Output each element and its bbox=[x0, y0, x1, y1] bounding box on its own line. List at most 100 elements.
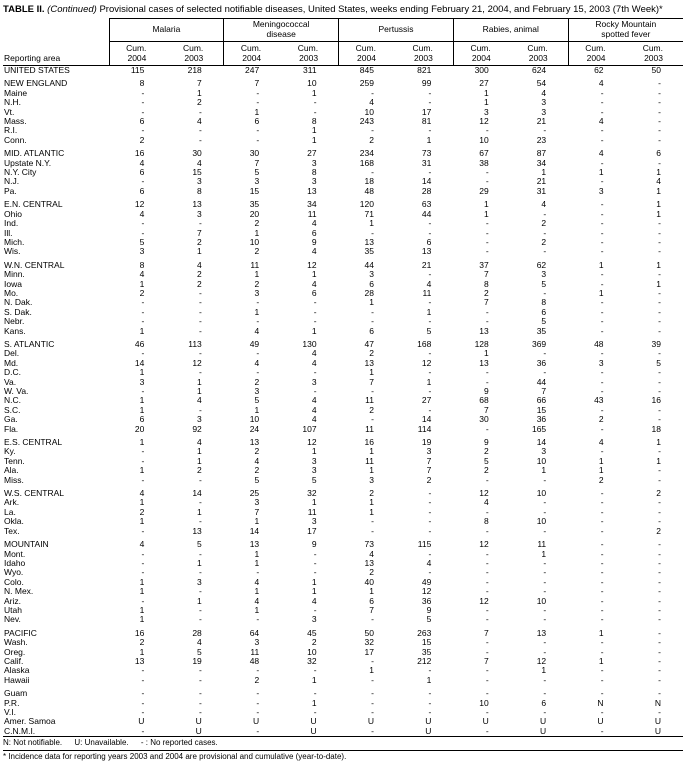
value-cell: 1 bbox=[369, 218, 374, 229]
value-cell: 35 bbox=[364, 246, 374, 257]
value-cell: 12 bbox=[421, 586, 432, 597]
value-cell: 6 bbox=[541, 306, 547, 317]
reporting-area-cell: Wis. bbox=[4, 246, 21, 257]
value-cell: 92 bbox=[192, 423, 202, 434]
table-row: Alaska - - - - 1 - - 1 - - bbox=[3, 665, 683, 676]
value-cell: 9 bbox=[426, 604, 432, 615]
value-cell: - bbox=[658, 236, 661, 247]
value-cell: 2 bbox=[139, 287, 145, 298]
value-cell: 62 bbox=[594, 65, 604, 75]
value-cell: 115 bbox=[130, 65, 145, 75]
value-cell: 3 bbox=[197, 414, 202, 425]
value-cell: - bbox=[371, 655, 374, 666]
value-cell: - bbox=[428, 697, 432, 708]
value-cell: - bbox=[658, 465, 661, 476]
value-cell: - bbox=[600, 707, 604, 717]
value-cell: 4 bbox=[197, 637, 202, 648]
value-cell: - bbox=[141, 106, 145, 117]
value-cell: - bbox=[313, 688, 317, 699]
value-cell: - bbox=[428, 125, 432, 136]
value-cell: 31 bbox=[536, 185, 547, 196]
value-cell: 1 bbox=[139, 586, 145, 597]
value-cell: - bbox=[485, 646, 489, 657]
value-cell: 2 bbox=[656, 525, 661, 536]
reporting-area-cell: La. bbox=[4, 506, 16, 517]
value-cell: - bbox=[658, 414, 661, 425]
value-cell: 1 bbox=[598, 287, 604, 298]
value-cell: 1 bbox=[656, 199, 661, 210]
value-cell: - bbox=[600, 567, 604, 578]
value-cell: 2 bbox=[598, 414, 604, 425]
value-cell: 1 bbox=[484, 97, 489, 108]
value-cell: - bbox=[600, 269, 604, 280]
value-cell: 8 bbox=[139, 78, 145, 89]
value-cell: 13 bbox=[192, 199, 202, 210]
value-cell: 5 bbox=[484, 455, 489, 466]
value-cell: 3 bbox=[311, 516, 317, 527]
value-cell: - bbox=[600, 614, 604, 625]
value-cell: 5 bbox=[197, 646, 202, 657]
value-cell: 1 bbox=[369, 506, 374, 517]
reporting-area-cell: W.S. CENTRAL bbox=[4, 488, 64, 499]
value-cell: 6 bbox=[541, 697, 547, 708]
table-row: W.S. CENTRAL 4 14 25 32 2 - 12 10 - 2 bbox=[3, 488, 683, 499]
value-cell: - bbox=[658, 627, 661, 638]
value-cell: - bbox=[198, 567, 202, 578]
value-cell: 311 bbox=[303, 65, 317, 75]
value-cell: - bbox=[371, 227, 374, 238]
value-cell: 1 bbox=[311, 125, 317, 136]
value-cell: 49 bbox=[249, 338, 260, 349]
table-row: Del. - - - 4 2 - 1 - - - bbox=[3, 348, 683, 358]
value-cell: - bbox=[428, 497, 432, 508]
value-cell: - bbox=[313, 297, 317, 308]
value-cell: - bbox=[198, 548, 202, 559]
table-row: Md. 14 12 4 4 13 12 13 36 3 5 bbox=[3, 358, 683, 368]
value-cell: 16 bbox=[134, 148, 145, 159]
value-cell: 44 bbox=[421, 208, 432, 219]
value-cell: 3 bbox=[311, 614, 317, 625]
value-cell: - bbox=[141, 386, 145, 396]
value-cell: 5 bbox=[139, 236, 145, 247]
reporting-area-cell: Minn. bbox=[4, 269, 25, 280]
subcolumn-header-cum-2004: Cum. 2004 bbox=[108, 41, 167, 66]
table-row: Conn. 2 - - 1 2 1 10 23 - - bbox=[3, 134, 683, 145]
reporting-area-cell: Alaska bbox=[4, 665, 30, 676]
value-cell: 1 bbox=[139, 497, 145, 508]
value-cell: 1 bbox=[197, 87, 202, 98]
value-cell: 4 bbox=[541, 87, 547, 98]
table-row: La. 2 1 7 11 1- - - - - bbox=[3, 506, 683, 517]
value-cell: 7 bbox=[484, 269, 489, 280]
value-cell: 2 bbox=[484, 465, 489, 476]
value-cell: - bbox=[485, 637, 489, 648]
value-cell: - bbox=[428, 506, 432, 517]
value-cell: - bbox=[198, 134, 202, 145]
value-cell: 2 bbox=[197, 97, 202, 108]
table-row: Hawaii - - 2 1 - 1 - - - - bbox=[3, 674, 683, 685]
value-cell: - bbox=[256, 614, 260, 625]
value-cell: 23 bbox=[536, 134, 547, 145]
value-cell: 7 bbox=[369, 376, 374, 387]
subcolumn-header-cum-2004: Cum. 2004 bbox=[567, 41, 626, 66]
reporting-area-cell: N.H. bbox=[4, 97, 21, 108]
value-cell: 5 bbox=[254, 395, 260, 406]
footnote-incidence: * Incidence data for reporting years 200… bbox=[3, 751, 347, 761]
value-cell: - bbox=[600, 97, 604, 108]
table-row: Pa. 6 8 15 13 48 28 29 31 3 1 bbox=[3, 185, 683, 196]
value-cell: - bbox=[198, 674, 202, 685]
value-cell: - bbox=[543, 646, 547, 657]
value-cell: - bbox=[428, 688, 432, 699]
value-cell: 263 bbox=[417, 627, 432, 638]
value-cell: - bbox=[141, 548, 145, 559]
value-cell: - bbox=[198, 367, 202, 378]
value-cell: - bbox=[658, 227, 661, 238]
value-cell: 1 bbox=[656, 259, 661, 270]
value-cell: 1 bbox=[254, 404, 260, 415]
table-continued-label: (Continued) bbox=[47, 4, 97, 15]
value-cell: - bbox=[600, 306, 604, 317]
value-cell: - bbox=[600, 199, 604, 210]
value-cell: - bbox=[256, 297, 260, 308]
value-cell: 1 bbox=[254, 604, 260, 615]
value-cell: 87 bbox=[536, 148, 547, 159]
value-cell: - bbox=[485, 525, 489, 536]
value-cell: 4 bbox=[139, 539, 145, 550]
